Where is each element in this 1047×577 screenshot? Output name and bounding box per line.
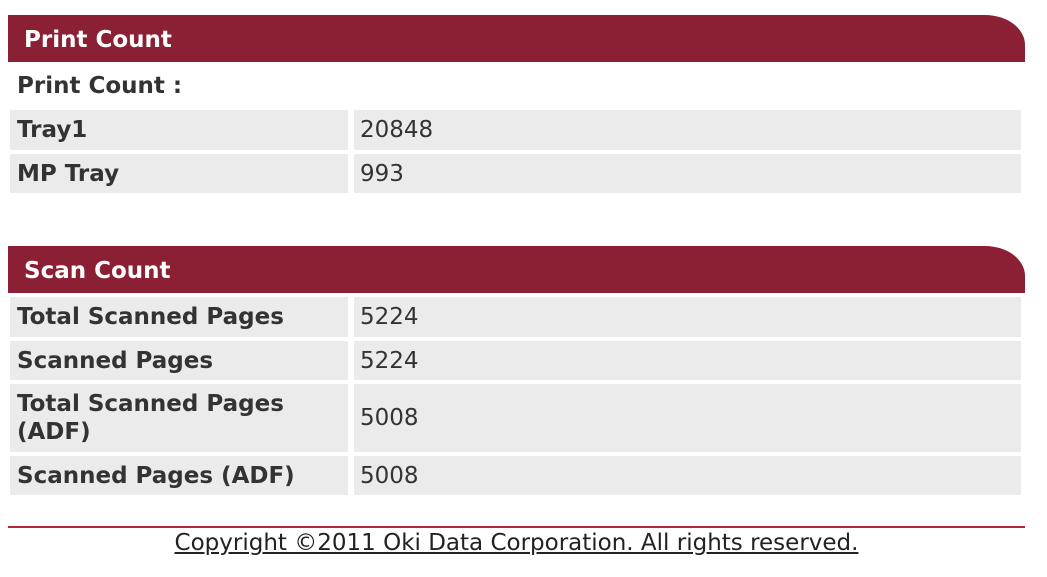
footer-rule [8, 526, 1025, 528]
row-label: Tray1 [10, 110, 348, 150]
row-value: 5224 [354, 341, 1021, 380]
row-value: 5224 [354, 297, 1021, 337]
table-row: Scanned Pages 5224 [10, 341, 1021, 380]
footer: Copyright ©2011 Oki Data Corporation. Al… [0, 530, 1033, 556]
section-header: Scan Count [8, 246, 1025, 293]
row-label: Total Scanned Pages (ADF) [10, 384, 348, 452]
table-row: Total Scanned Pages 5224 [10, 297, 1021, 337]
copyright-link[interactable]: Copyright ©2011 Oki Data Corporation. Al… [174, 530, 859, 556]
section-subtitle: Print Count : [17, 73, 183, 99]
table-row: Scanned Pages (ADF) 5008 [10, 456, 1021, 495]
row-value: 5008 [354, 384, 1021, 452]
row-value: 20848 [354, 110, 1021, 150]
row-value: 993 [354, 154, 1021, 193]
row-label: Scanned Pages (ADF) [10, 456, 348, 495]
table-row: MP Tray 993 [10, 154, 1021, 193]
row-label: Total Scanned Pages [10, 297, 348, 337]
row-label: Scanned Pages [10, 341, 348, 380]
section-header: Print Count [8, 15, 1025, 62]
row-label: MP Tray [10, 154, 348, 193]
table-row: Total Scanned Pages (ADF) 5008 [10, 384, 1021, 452]
row-value: 5008 [354, 456, 1021, 495]
table-row: Tray1 20848 [10, 110, 1021, 150]
